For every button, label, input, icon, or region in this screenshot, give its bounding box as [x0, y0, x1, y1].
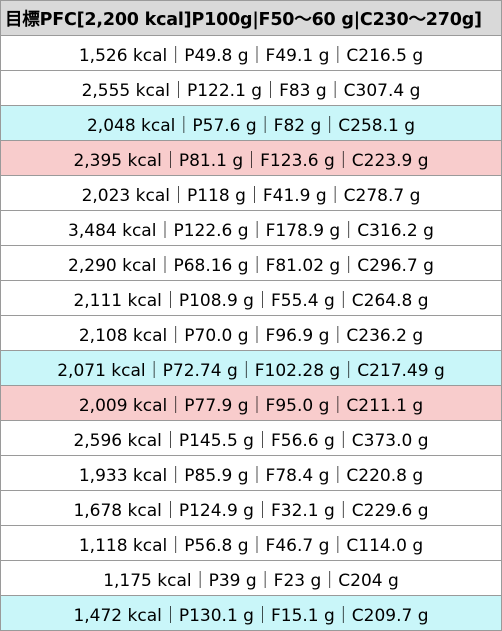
- table-row: 3,484 kcal｜P122.6 g｜F178.9 g｜C316.2 g: [0, 211, 502, 246]
- table-row: 1,472 kcal｜P130.1 g｜F15.1 g｜C209.7 g: [0, 596, 502, 631]
- table-row: 1,118 kcal｜P56.8 g｜F46.7 g｜C114.0 g: [0, 526, 502, 561]
- table-row: 2,108 kcal｜P70.0 g｜F96.9 g｜C236.2 g: [0, 316, 502, 351]
- table-row: 2,009 kcal｜P77.9 g｜F95.0 g｜C211.1 g: [0, 386, 502, 421]
- table-row: 1,678 kcal｜P124.9 g｜F32.1 g｜C229.6 g: [0, 491, 502, 526]
- table-row: 2,111 kcal｜P108.9 g｜F55.4 g｜C264.8 g: [0, 281, 502, 316]
- table-row: 1,526 kcal｜P49.8 g｜F49.1 g｜C216.5 g: [0, 36, 502, 71]
- table-row: 2,290 kcal｜P68.16 g｜F81.02 g｜C296.7 g: [0, 246, 502, 281]
- table-row: 2,071 kcal｜P72.74 g｜F102.28 g｜C217.49 g: [0, 351, 502, 386]
- table-body: 1,526 kcal｜P49.8 g｜F49.1 g｜C216.5 g 2,555…: [0, 36, 502, 631]
- table-row: 1,175 kcal｜P39 g｜F23 g｜C204 g: [0, 561, 502, 596]
- table-row: 2,023 kcal｜P118 g｜F41.9 g｜C278.7 g: [0, 176, 502, 211]
- table-row: 2,555 kcal｜P122.1 g｜F83 g｜C307.4 g: [0, 71, 502, 106]
- table-header: 目標PFC[2,200 kcal]P100g|F50〜60 g|C230〜270…: [0, 1, 502, 36]
- table-row: 1,933 kcal｜P85.9 g｜F78.4 g｜C220.8 g: [0, 456, 502, 491]
- table-row: 2,048 kcal｜P57.6 g｜F82 g｜C258.1 g: [0, 106, 502, 141]
- table-row: 2,395 kcal｜P81.1 g｜F123.6 g｜C223.9 g: [0, 141, 502, 176]
- table-row: 2,596 kcal｜P145.5 g｜F56.6 g｜C373.0 g: [0, 421, 502, 456]
